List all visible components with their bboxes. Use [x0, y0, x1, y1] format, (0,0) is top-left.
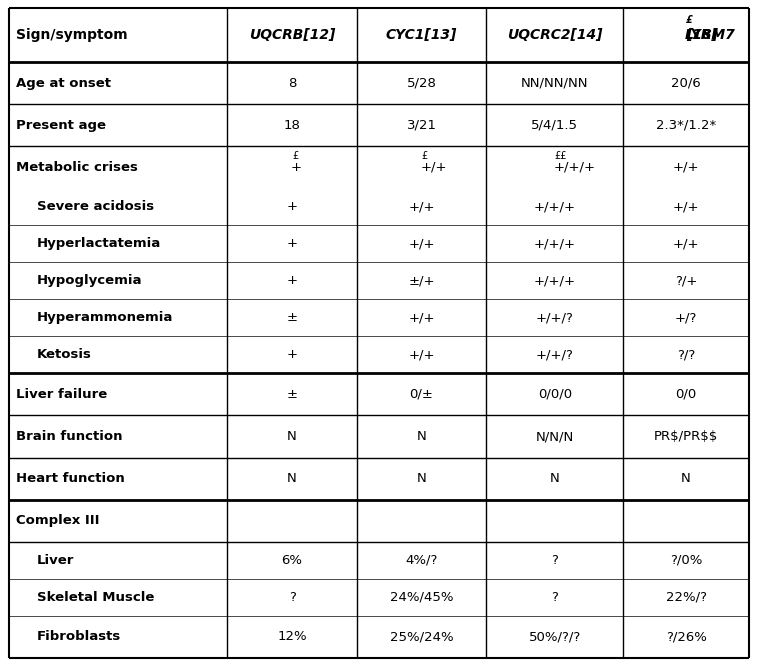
Text: +/+/+: +/+/+: [534, 237, 576, 250]
Text: ?/+: ?/+: [675, 274, 697, 287]
Text: N: N: [417, 472, 427, 485]
Text: +: +: [287, 274, 298, 287]
Text: 3/21: 3/21: [406, 119, 437, 132]
Text: £: £: [685, 15, 692, 25]
Text: N: N: [550, 472, 559, 485]
Text: +/+: +/+: [409, 237, 435, 250]
Text: UQCRC2[14]: UQCRC2[14]: [507, 28, 603, 42]
Text: Complex III: Complex III: [16, 514, 99, 527]
Text: Age at onset: Age at onset: [16, 77, 111, 89]
Text: ?: ?: [551, 591, 558, 604]
Text: NN/NN/NN: NN/NN/NN: [521, 77, 588, 89]
Text: Severe acidosis: Severe acidosis: [37, 200, 155, 213]
Text: 12%: 12%: [277, 631, 307, 643]
Text: +/+: +/+: [673, 237, 700, 250]
Text: ££: ££: [555, 151, 567, 161]
Text: £: £: [292, 151, 299, 161]
Text: Fibroblasts: Fibroblasts: [37, 631, 121, 643]
Text: +/+/+: +/+/+: [534, 200, 576, 213]
Text: ?/?: ?/?: [677, 348, 695, 362]
Text: +/+/?: +/+/?: [536, 311, 574, 324]
Text: +/+: +/+: [409, 348, 435, 362]
Text: N/N/N: N/N/N: [536, 430, 574, 443]
Text: UQCRB[12]: UQCRB[12]: [249, 28, 335, 42]
Text: 5/28: 5/28: [406, 77, 437, 89]
Text: +/+/+: +/+/+: [534, 274, 576, 287]
Text: LYRM7: LYRM7: [684, 28, 735, 42]
Text: 0/0/0: 0/0/0: [537, 388, 572, 401]
Text: Sign/symptom: Sign/symptom: [16, 28, 127, 42]
Text: Hyperlactatemia: Hyperlactatemia: [37, 237, 161, 250]
Text: N: N: [681, 472, 691, 485]
Text: Skeletal Muscle: Skeletal Muscle: [37, 591, 155, 604]
Text: 25%/24%: 25%/24%: [390, 631, 453, 643]
Text: +/+: +/+: [409, 200, 435, 213]
Text: +: +: [287, 348, 298, 362]
Text: +: +: [287, 200, 298, 213]
Text: +/+: +/+: [673, 200, 700, 213]
Text: 2.3*/1.2*: 2.3*/1.2*: [656, 119, 716, 132]
Text: ?: ?: [289, 591, 296, 604]
Text: 0/0: 0/0: [675, 388, 697, 401]
Text: Liver failure: Liver failure: [16, 388, 107, 401]
Text: Hyperammonemia: Hyperammonemia: [37, 311, 174, 324]
Text: Metabolic crises: Metabolic crises: [16, 161, 138, 174]
Text: N: N: [287, 472, 297, 485]
Text: 5/4/1.5: 5/4/1.5: [531, 119, 578, 132]
Text: 4%/?: 4%/?: [406, 554, 437, 567]
Text: ?/0%: ?/0%: [670, 554, 702, 567]
Text: 8: 8: [288, 77, 296, 89]
Text: ?/26%: ?/26%: [666, 631, 706, 643]
Text: ±/+: ±/+: [409, 274, 435, 287]
Text: +/+/?: +/+/?: [536, 348, 574, 362]
Text: +/?: +/?: [675, 311, 697, 324]
Text: 6%: 6%: [281, 554, 302, 567]
Text: N: N: [417, 430, 427, 443]
Text: ±: ±: [287, 388, 298, 401]
Text: +: +: [287, 237, 298, 250]
Text: Ketosis: Ketosis: [37, 348, 92, 362]
Text: 20/6: 20/6: [671, 77, 701, 89]
Text: Present age: Present age: [16, 119, 106, 132]
Text: +/+/+: +/+/+: [553, 161, 596, 174]
Text: +: +: [291, 161, 302, 174]
Text: 22%/?: 22%/?: [666, 591, 706, 604]
Text: 0/±: 0/±: [409, 388, 434, 401]
Text: 18: 18: [283, 119, 300, 132]
Text: ?: ?: [551, 554, 558, 567]
Text: Liver: Liver: [37, 554, 74, 567]
Text: +/+: +/+: [673, 161, 700, 174]
Text: N: N: [287, 430, 297, 443]
Text: Brain function: Brain function: [16, 430, 123, 443]
Text: 24%/45%: 24%/45%: [390, 591, 453, 604]
Text: Hypoglycemia: Hypoglycemia: [37, 274, 143, 287]
Text: ±: ±: [287, 311, 298, 324]
Text: +/+: +/+: [421, 161, 447, 174]
Text: Heart function: Heart function: [16, 472, 124, 485]
Text: 50%/?/?: 50%/?/?: [528, 631, 581, 643]
Text: +/+: +/+: [409, 311, 435, 324]
Text: £: £: [421, 151, 428, 161]
Text: [18]: [18]: [687, 28, 719, 42]
Text: CYC1[13]: CYC1[13]: [386, 28, 457, 42]
Text: PR$/PR$$: PR$/PR$$: [654, 430, 718, 443]
